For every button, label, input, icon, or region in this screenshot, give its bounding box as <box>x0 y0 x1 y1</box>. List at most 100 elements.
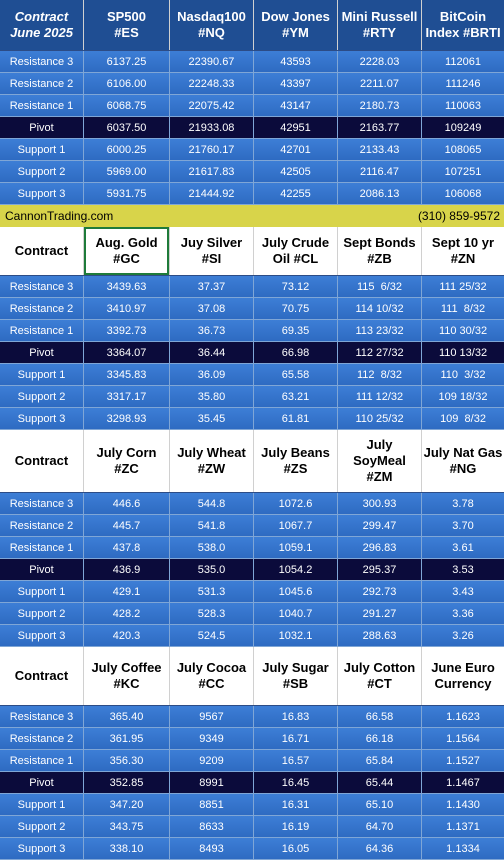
level-value[interactable]: 36.73 <box>170 320 254 341</box>
instrument-header[interactable]: Sept 10 yr #ZN <box>431 235 495 266</box>
level-value[interactable]: 112 8/32 <box>338 364 422 385</box>
level-value[interactable]: 361.95 <box>84 728 170 749</box>
level-value[interactable]: 35.80 <box>170 386 254 407</box>
level-value[interactable]: 8991 <box>170 772 254 793</box>
level-value[interactable]: 3.26 <box>452 629 474 642</box>
instrument-header[interactable]: July Sugar #SB <box>254 647 338 705</box>
level-value[interactable]: 437.8 <box>84 537 170 558</box>
level-value[interactable]: 36.44 <box>170 342 254 363</box>
level-value[interactable]: 70.75 <box>254 298 338 319</box>
level-value[interactable]: 22075.42 <box>170 95 254 116</box>
level-value[interactable]: 2180.73 <box>338 95 422 116</box>
level-value[interactable]: 37.37 <box>170 276 254 297</box>
level-value[interactable]: 535.0 <box>170 559 254 580</box>
level-value[interactable]: 3.43 <box>452 585 474 598</box>
level-value[interactable]: 35.45 <box>170 408 254 429</box>
level-value[interactable]: 1040.7 <box>254 603 338 624</box>
level-value[interactable]: 528.3 <box>170 603 254 624</box>
level-value[interactable]: 16.45 <box>254 772 338 793</box>
instrument-header[interactable]: Aug. Gold #GC <box>84 227 170 275</box>
level-value[interactable]: 65.58 <box>254 364 338 385</box>
level-value[interactable]: 3392.73 <box>84 320 170 341</box>
level-value[interactable]: 420.3 <box>84 625 170 646</box>
level-value[interactable]: 1.1527 <box>446 754 480 767</box>
level-value[interactable]: 42505 <box>254 161 338 182</box>
level-value[interactable]: 8633 <box>170 816 254 837</box>
level-value[interactable]: 1.1334 <box>446 842 480 855</box>
level-value[interactable]: 21617.83 <box>170 161 254 182</box>
level-value[interactable]: 110063 <box>445 99 481 112</box>
level-value[interactable]: 299.47 <box>338 515 422 536</box>
level-value[interactable]: 8851 <box>170 794 254 815</box>
level-value[interactable]: 9567 <box>170 706 254 727</box>
level-value[interactable]: 292.73 <box>338 581 422 602</box>
level-value[interactable]: 63.21 <box>254 386 338 407</box>
level-value[interactable]: 16.57 <box>254 750 338 771</box>
level-value[interactable]: 429.1 <box>84 581 170 602</box>
level-value[interactable]: 64.36 <box>338 838 422 859</box>
instrument-header[interactable]: July Cotton #CT <box>338 647 422 705</box>
level-value[interactable]: 16.83 <box>254 706 338 727</box>
level-value[interactable]: 1.1430 <box>446 798 480 811</box>
level-value[interactable]: 3410.97 <box>84 298 170 319</box>
level-value[interactable]: 109 8/32 <box>440 412 486 425</box>
level-value[interactable]: 300.93 <box>338 493 422 514</box>
level-value[interactable]: 291.27 <box>338 603 422 624</box>
level-value[interactable]: 541.8 <box>170 515 254 536</box>
level-value[interactable]: 352.85 <box>84 772 170 793</box>
level-value[interactable]: 1059.1 <box>254 537 338 558</box>
level-value[interactable]: 22390.67 <box>170 51 254 72</box>
level-value[interactable]: 428.2 <box>84 603 170 624</box>
level-value[interactable]: 3.61 <box>452 541 474 554</box>
banner-site-link[interactable]: CannonTrading.com <box>5 209 114 223</box>
level-value[interactable]: 37.08 <box>170 298 254 319</box>
level-value[interactable]: 3439.63 <box>84 276 170 297</box>
level-value[interactable]: 1067.7 <box>254 515 338 536</box>
level-value[interactable]: 2211.07 <box>338 73 422 94</box>
instrument-header[interactable]: SP500 #ES <box>84 0 170 50</box>
level-value[interactable]: 42701 <box>254 139 338 160</box>
level-value[interactable]: 5931.75 <box>84 183 170 204</box>
level-value[interactable]: 16.31 <box>254 794 338 815</box>
level-value[interactable]: 16.05 <box>254 838 338 859</box>
level-value[interactable]: 3345.83 <box>84 364 170 385</box>
level-value[interactable]: 110 3/32 <box>440 368 486 381</box>
level-value[interactable]: 110 25/32 <box>338 408 422 429</box>
level-value[interactable]: 2116.47 <box>338 161 422 182</box>
instrument-header[interactable]: July Coffee #KC <box>84 647 170 705</box>
instrument-header[interactable]: Juy Silver #SI <box>170 227 254 275</box>
level-value[interactable]: 2228.03 <box>338 51 422 72</box>
level-value[interactable]: 108065 <box>444 143 482 156</box>
instrument-header[interactable]: July Nat Gas #NG <box>423 445 503 476</box>
level-value[interactable]: 42255 <box>254 183 338 204</box>
instrument-header[interactable]: July Crude Oil #CL <box>254 227 338 275</box>
level-value[interactable]: 347.20 <box>84 794 170 815</box>
level-value[interactable]: 66.18 <box>338 728 422 749</box>
level-value[interactable]: 1032.1 <box>254 625 338 646</box>
level-value[interactable]: 538.0 <box>170 537 254 558</box>
level-value[interactable]: 43593 <box>254 51 338 72</box>
level-value[interactable]: 113 23/32 <box>338 320 422 341</box>
level-value[interactable]: 112 27/32 <box>338 342 422 363</box>
instrument-header[interactable]: July Cocoa #CC <box>170 647 254 705</box>
instrument-header[interactable]: Sept Bonds #ZB <box>338 227 422 275</box>
level-value[interactable]: 43147 <box>254 95 338 116</box>
level-value[interactable]: 65.44 <box>338 772 422 793</box>
level-value[interactable]: 1072.6 <box>254 493 338 514</box>
level-value[interactable]: 109249 <box>444 121 482 134</box>
level-value[interactable]: 112061 <box>445 55 481 68</box>
level-value[interactable]: 21444.92 <box>170 183 254 204</box>
level-value[interactable]: 1.1564 <box>446 732 480 745</box>
level-value[interactable]: 114 10/32 <box>338 298 422 319</box>
instrument-header[interactable]: Dow Jones #YM <box>254 0 338 50</box>
level-value[interactable]: 110 13/32 <box>438 346 488 359</box>
level-value[interactable]: 296.83 <box>338 537 422 558</box>
level-value[interactable]: 21933.08 <box>170 117 254 138</box>
level-value[interactable]: 6000.25 <box>84 139 170 160</box>
level-value[interactable]: 524.5 <box>170 625 254 646</box>
level-value[interactable]: 66.58 <box>338 706 422 727</box>
level-value[interactable]: 110 30/32 <box>438 324 488 337</box>
level-value[interactable]: 111 12/32 <box>338 386 422 407</box>
level-value[interactable]: 343.75 <box>84 816 170 837</box>
level-value[interactable]: 288.63 <box>338 625 422 646</box>
